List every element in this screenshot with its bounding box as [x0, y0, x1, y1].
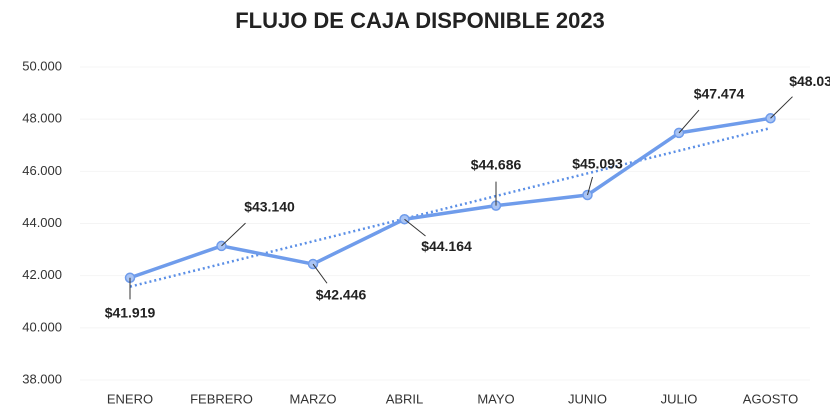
- x-tick-label: AGOSTO: [743, 391, 798, 406]
- data-label: $44.686: [471, 156, 522, 172]
- y-tick-label: 42.000: [22, 267, 62, 282]
- y-tick-label: 48.000: [22, 111, 62, 126]
- data-label: $44.164: [421, 238, 472, 254]
- x-tick-label: ABRIL: [386, 391, 424, 406]
- y-tick-label: 38.000: [22, 371, 62, 386]
- x-tick-label: JUNIO: [568, 391, 607, 406]
- x-tick-label: MARZO: [290, 391, 337, 406]
- data-label: $42.446: [316, 287, 367, 303]
- x-tick-label: FEBRERO: [190, 391, 253, 406]
- chart-title: FLUJO DE CAJA DISPONIBLE 2023: [235, 8, 605, 33]
- y-tick-label: 40.000: [22, 319, 62, 334]
- data-label: $41.919: [105, 304, 156, 320]
- x-tick-label: MAYO: [477, 391, 514, 406]
- leader-line: [221, 222, 246, 247]
- y-tick-label: 44.000: [22, 215, 62, 230]
- data-label: $47.474: [694, 86, 745, 102]
- x-tick-label: JULIO: [661, 391, 698, 406]
- leader-line: [770, 96, 793, 119]
- line: [129, 116, 771, 280]
- leader-line: [587, 176, 593, 196]
- data-label: $43.140: [244, 199, 295, 215]
- y-tick-label: 46.000: [22, 163, 62, 178]
- leader-line: [678, 109, 700, 134]
- leader-line: [404, 218, 426, 237]
- data-label: $48.034: [789, 73, 830, 89]
- trendline: [129, 126, 771, 288]
- y-tick-label: 50.000: [22, 58, 62, 73]
- x-tick-label: ENERO: [107, 391, 153, 406]
- data-label: $45.093: [572, 156, 623, 172]
- leader-line: [312, 263, 328, 284]
